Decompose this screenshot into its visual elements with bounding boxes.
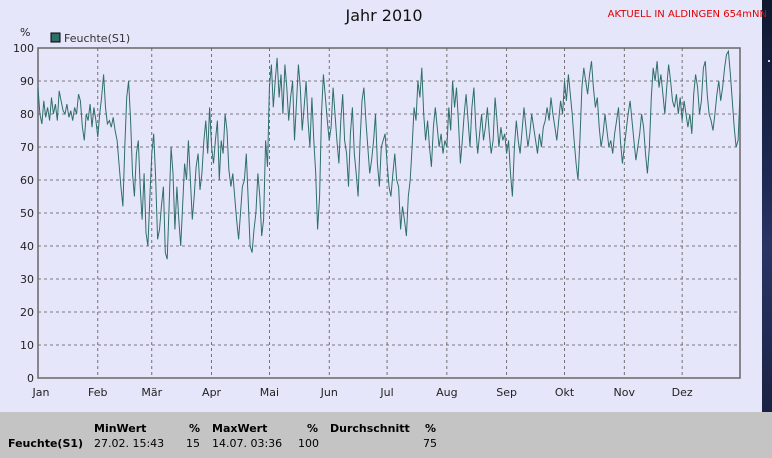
y-tick-label: 60 xyxy=(20,174,34,187)
chart-panel: Jahr 2010 Feuchte(S1) % 0 10 20 30 40 50 60 70 8… xyxy=(13,6,741,399)
x-axis-ticks: Jan Feb Mär Apr Mai Jun Jul Aug Sep Okt Nov Dez xyxy=(32,386,693,399)
x-tick-label: Jul xyxy=(379,386,393,399)
x-tick-label: Sep xyxy=(496,386,517,399)
x-tick-label: Jun xyxy=(320,386,338,399)
star-decoration xyxy=(768,60,770,62)
series-line-feuchte xyxy=(37,49,741,260)
max-value: 100 xyxy=(298,437,319,450)
y-unit-label: % xyxy=(20,26,30,39)
chart-title: Jahr 2010 xyxy=(344,6,422,25)
min-time: 27.02. 15:43 xyxy=(94,437,165,450)
y-tick-label: 40 xyxy=(20,240,34,253)
x-tick-label: Nov xyxy=(614,386,636,399)
y-tick-label: 10 xyxy=(20,339,34,352)
max-header: MaxWert xyxy=(212,422,268,435)
y-tick-label: 20 xyxy=(20,306,34,319)
y-tick-label: 90 xyxy=(20,75,34,88)
y-tick-label: 0 xyxy=(27,372,34,385)
y-tick-label: 50 xyxy=(20,207,34,220)
grid-lines xyxy=(38,48,740,378)
y-tick-label: 30 xyxy=(20,273,34,286)
avg-header: Durchschnitt xyxy=(330,422,410,435)
stats-row-label: Feuchte(S1) xyxy=(8,437,84,450)
y-axis-ticks: 0 10 20 30 40 50 60 70 80 90 100 xyxy=(13,42,34,385)
avg-value: 75 xyxy=(423,437,437,450)
y-tick-label: 100 xyxy=(13,42,34,55)
min-value: 15 xyxy=(186,437,200,450)
max-unit-header: % xyxy=(307,422,319,435)
min-header: MinWert xyxy=(94,422,147,435)
stats-panel: MinWert % MaxWert % Durchschnitt % Feuch… xyxy=(0,412,772,458)
plot-frame xyxy=(37,47,741,379)
y-tick-label: 80 xyxy=(20,108,34,121)
min-unit-header: % xyxy=(189,422,201,435)
x-tick-label: Aug xyxy=(436,386,457,399)
x-tick-label: Feb xyxy=(88,386,107,399)
side-image-strip xyxy=(762,0,772,412)
y-tick-label: 70 xyxy=(20,141,34,154)
x-tick-label: Mär xyxy=(141,386,162,399)
humidity-chart: Jahr 2010 Feuchte(S1) % 0 10 20 30 40 50 60 70 8… xyxy=(13,6,741,399)
legend-swatch xyxy=(50,32,61,43)
x-tick-label: Jan xyxy=(32,386,50,399)
x-tick-label: Apr xyxy=(202,386,222,399)
max-time: 14.07. 03:36 xyxy=(212,437,283,450)
x-tick-label: Dez xyxy=(672,386,693,399)
legend-label: Feuchte(S1) xyxy=(64,32,130,45)
x-tick-label: Mai xyxy=(260,386,279,399)
x-tick-label: Okt xyxy=(555,386,575,399)
avg-unit-header: % xyxy=(425,422,437,435)
